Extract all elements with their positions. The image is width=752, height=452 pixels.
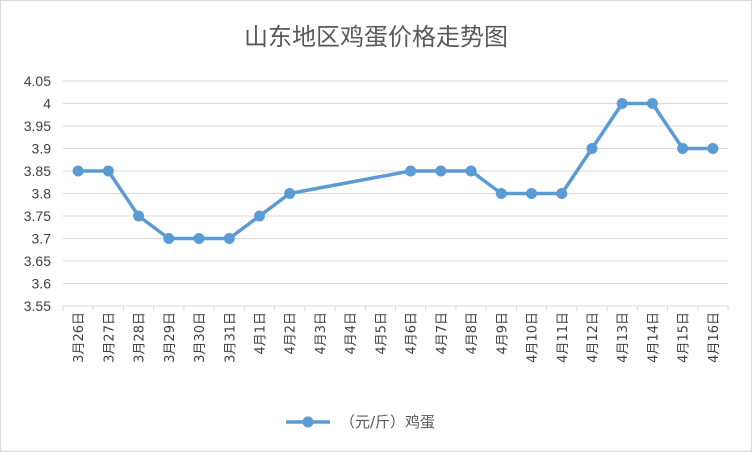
data-point: [707, 143, 719, 154]
x-tick-label: 4月8日: [465, 312, 480, 355]
x-tick-label: 4月9日: [495, 312, 510, 355]
data-point: [193, 233, 205, 244]
x-tick-label: 4月7日: [435, 312, 450, 355]
data-point: [102, 165, 114, 177]
y-tick-label: 4.05: [24, 73, 51, 89]
data-point: [223, 233, 235, 244]
data-point: [284, 188, 296, 199]
x-tick-label: 4月13日: [616, 312, 631, 363]
x-tick-label: 4月4日: [344, 312, 359, 355]
y-tick-label: 3.7: [32, 231, 52, 247]
data-point: [465, 165, 477, 177]
legend-marker: [302, 416, 314, 428]
data-point: [586, 143, 598, 154]
x-tick-label: 4月3日: [314, 312, 329, 355]
data-point: [405, 165, 417, 177]
data-point: [677, 143, 689, 154]
data-point: [495, 188, 507, 199]
data-point: [646, 98, 658, 109]
data-point: [556, 188, 568, 199]
y-tick-label: 3.6: [32, 276, 52, 292]
x-tick-label: 4月6日: [405, 312, 420, 355]
legend-label: （元/斤）鸡蛋: [340, 413, 435, 431]
x-tick-label: 3月26日: [72, 312, 87, 363]
x-tick-label: 4月15日: [677, 312, 692, 363]
x-tick-label: 4月5日: [374, 312, 389, 355]
chart-title: 山东地区鸡蛋价格走势图: [244, 23, 508, 51]
x-tick-label: 3月27日: [102, 312, 117, 363]
data-point: [435, 165, 447, 177]
data-point: [526, 188, 538, 199]
x-tick-label: 4月11日: [556, 312, 571, 363]
x-tick-label: 4月2日: [284, 312, 299, 355]
data-point: [163, 233, 175, 244]
y-tick-label: 3.8: [32, 186, 52, 202]
y-tick-label: 4: [43, 96, 51, 112]
y-tick-label: 3.85: [24, 163, 51, 179]
x-tick-label: 4月14日: [646, 312, 661, 363]
x-tick-label: 3月30日: [193, 312, 208, 363]
x-tick-label: 4月12日: [586, 312, 601, 363]
x-tick-label: 3月28日: [133, 312, 148, 363]
y-tick-label: 3.95: [24, 118, 51, 134]
x-tick-label: 4月10日: [526, 312, 541, 363]
y-tick-label: 3.9: [32, 141, 52, 157]
data-point: [72, 165, 84, 177]
data-point: [133, 210, 145, 222]
y-tick-label: 3.75: [24, 208, 51, 224]
x-tick-label: 3月29日: [163, 312, 178, 363]
x-tick-label: 3月31日: [223, 312, 238, 363]
y-tick-label: 3.65: [24, 253, 51, 269]
data-point: [616, 98, 628, 109]
x-tick-label: 4月1日: [253, 312, 268, 355]
x-tick-label: 4月16日: [707, 312, 722, 363]
data-point: [253, 210, 265, 222]
y-tick-label: 3.55: [24, 298, 51, 314]
